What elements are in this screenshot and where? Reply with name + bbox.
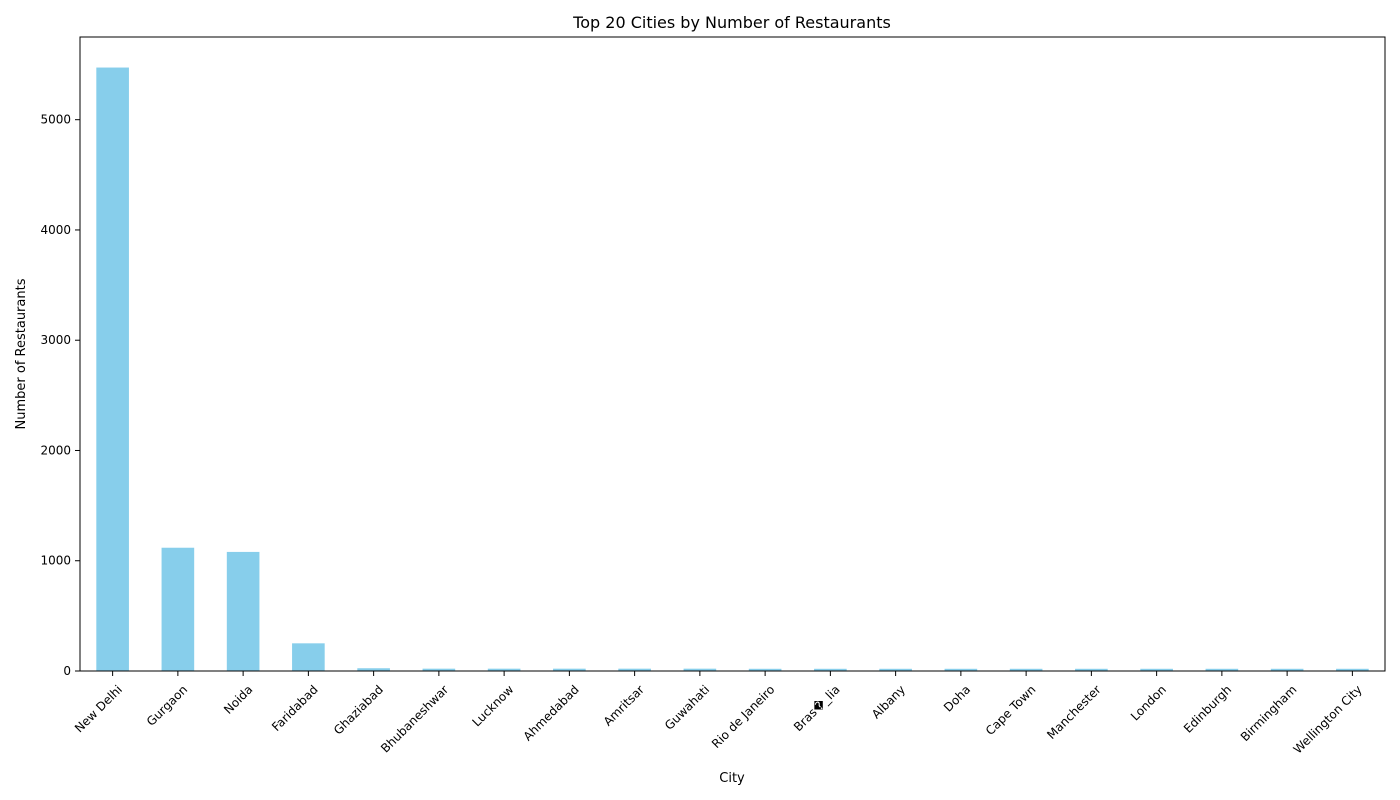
x-tick-label: Noida — [221, 682, 255, 716]
y-tick-label: 3000 — [40, 333, 71, 347]
x-tick-label: Edinburgh — [1181, 682, 1234, 735]
bar-2 — [226, 551, 260, 671]
y-axis: 0 1000 2000 3000 4000 5000 — [40, 113, 80, 678]
x-tick-label: Albany — [869, 682, 908, 721]
x-tick-label: Bras�_lia — [791, 682, 843, 734]
x-tick-label: Gurgaon — [144, 682, 190, 728]
y-tick-label: 5000 — [40, 113, 71, 127]
bar-0 — [96, 67, 129, 672]
bar-14 — [1009, 668, 1043, 671]
x-tick-label: Wellington City — [1291, 682, 1365, 756]
y-tick-label: 1000 — [40, 554, 71, 568]
bar-10 — [748, 668, 782, 671]
x-axis: New Delhi Gurgaon Noida Faridabad GhaziabadB… — [72, 671, 1365, 757]
bar-17 — [1205, 668, 1239, 671]
x-tick-label: Birmingham — [1238, 682, 1300, 744]
bar-7 — [553, 668, 586, 671]
bar-16 — [1140, 668, 1173, 671]
chart-title: Top 20 Cities by Number of Restaurants — [572, 13, 891, 32]
x-tick-label: Guwahati — [662, 682, 712, 732]
x-tick-label: Manchester — [1044, 682, 1104, 742]
plot-frame — [79, 36, 1386, 672]
x-tick-label: Lucknow — [470, 682, 517, 729]
x-tick-label: Faridabad — [269, 682, 321, 734]
x-axis-title: City — [719, 771, 745, 786]
bar-11 — [814, 668, 847, 671]
bar-19 — [1336, 668, 1369, 671]
x-tick-label: Bhubaneshwar — [378, 682, 451, 755]
bar-4 — [357, 668, 390, 671]
y-tick-label: 4000 — [40, 223, 71, 237]
y-axis-title: Number of Restaurants — [14, 278, 29, 429]
bar-5 — [422, 668, 456, 671]
bar-18 — [1270, 668, 1304, 671]
bar-8 — [618, 668, 651, 671]
bar-9 — [683, 668, 717, 671]
x-tick-label: Amritsar — [601, 682, 647, 728]
bar-15 — [1075, 668, 1108, 671]
bar-13 — [944, 668, 978, 671]
bar-1 — [161, 547, 195, 671]
bar-12 — [879, 668, 912, 671]
x-tick-label: Ghaziabad — [331, 682, 386, 737]
x-tick-label: London — [1128, 682, 1169, 723]
bar-3 — [292, 643, 325, 671]
y-tick-label: 2000 — [40, 443, 71, 457]
x-tick-label: Doha — [941, 682, 973, 714]
x-tick-label: Rio de Janeiro — [709, 682, 778, 751]
x-tick-label: New Delhi — [72, 682, 125, 735]
x-tick-label: Cape Town — [983, 682, 1039, 738]
y-tick-label: 0 — [63, 664, 71, 678]
bars-layer — [96, 67, 1369, 672]
bar-6 — [487, 668, 521, 671]
x-tick-label: Ahmedabad — [521, 682, 582, 743]
